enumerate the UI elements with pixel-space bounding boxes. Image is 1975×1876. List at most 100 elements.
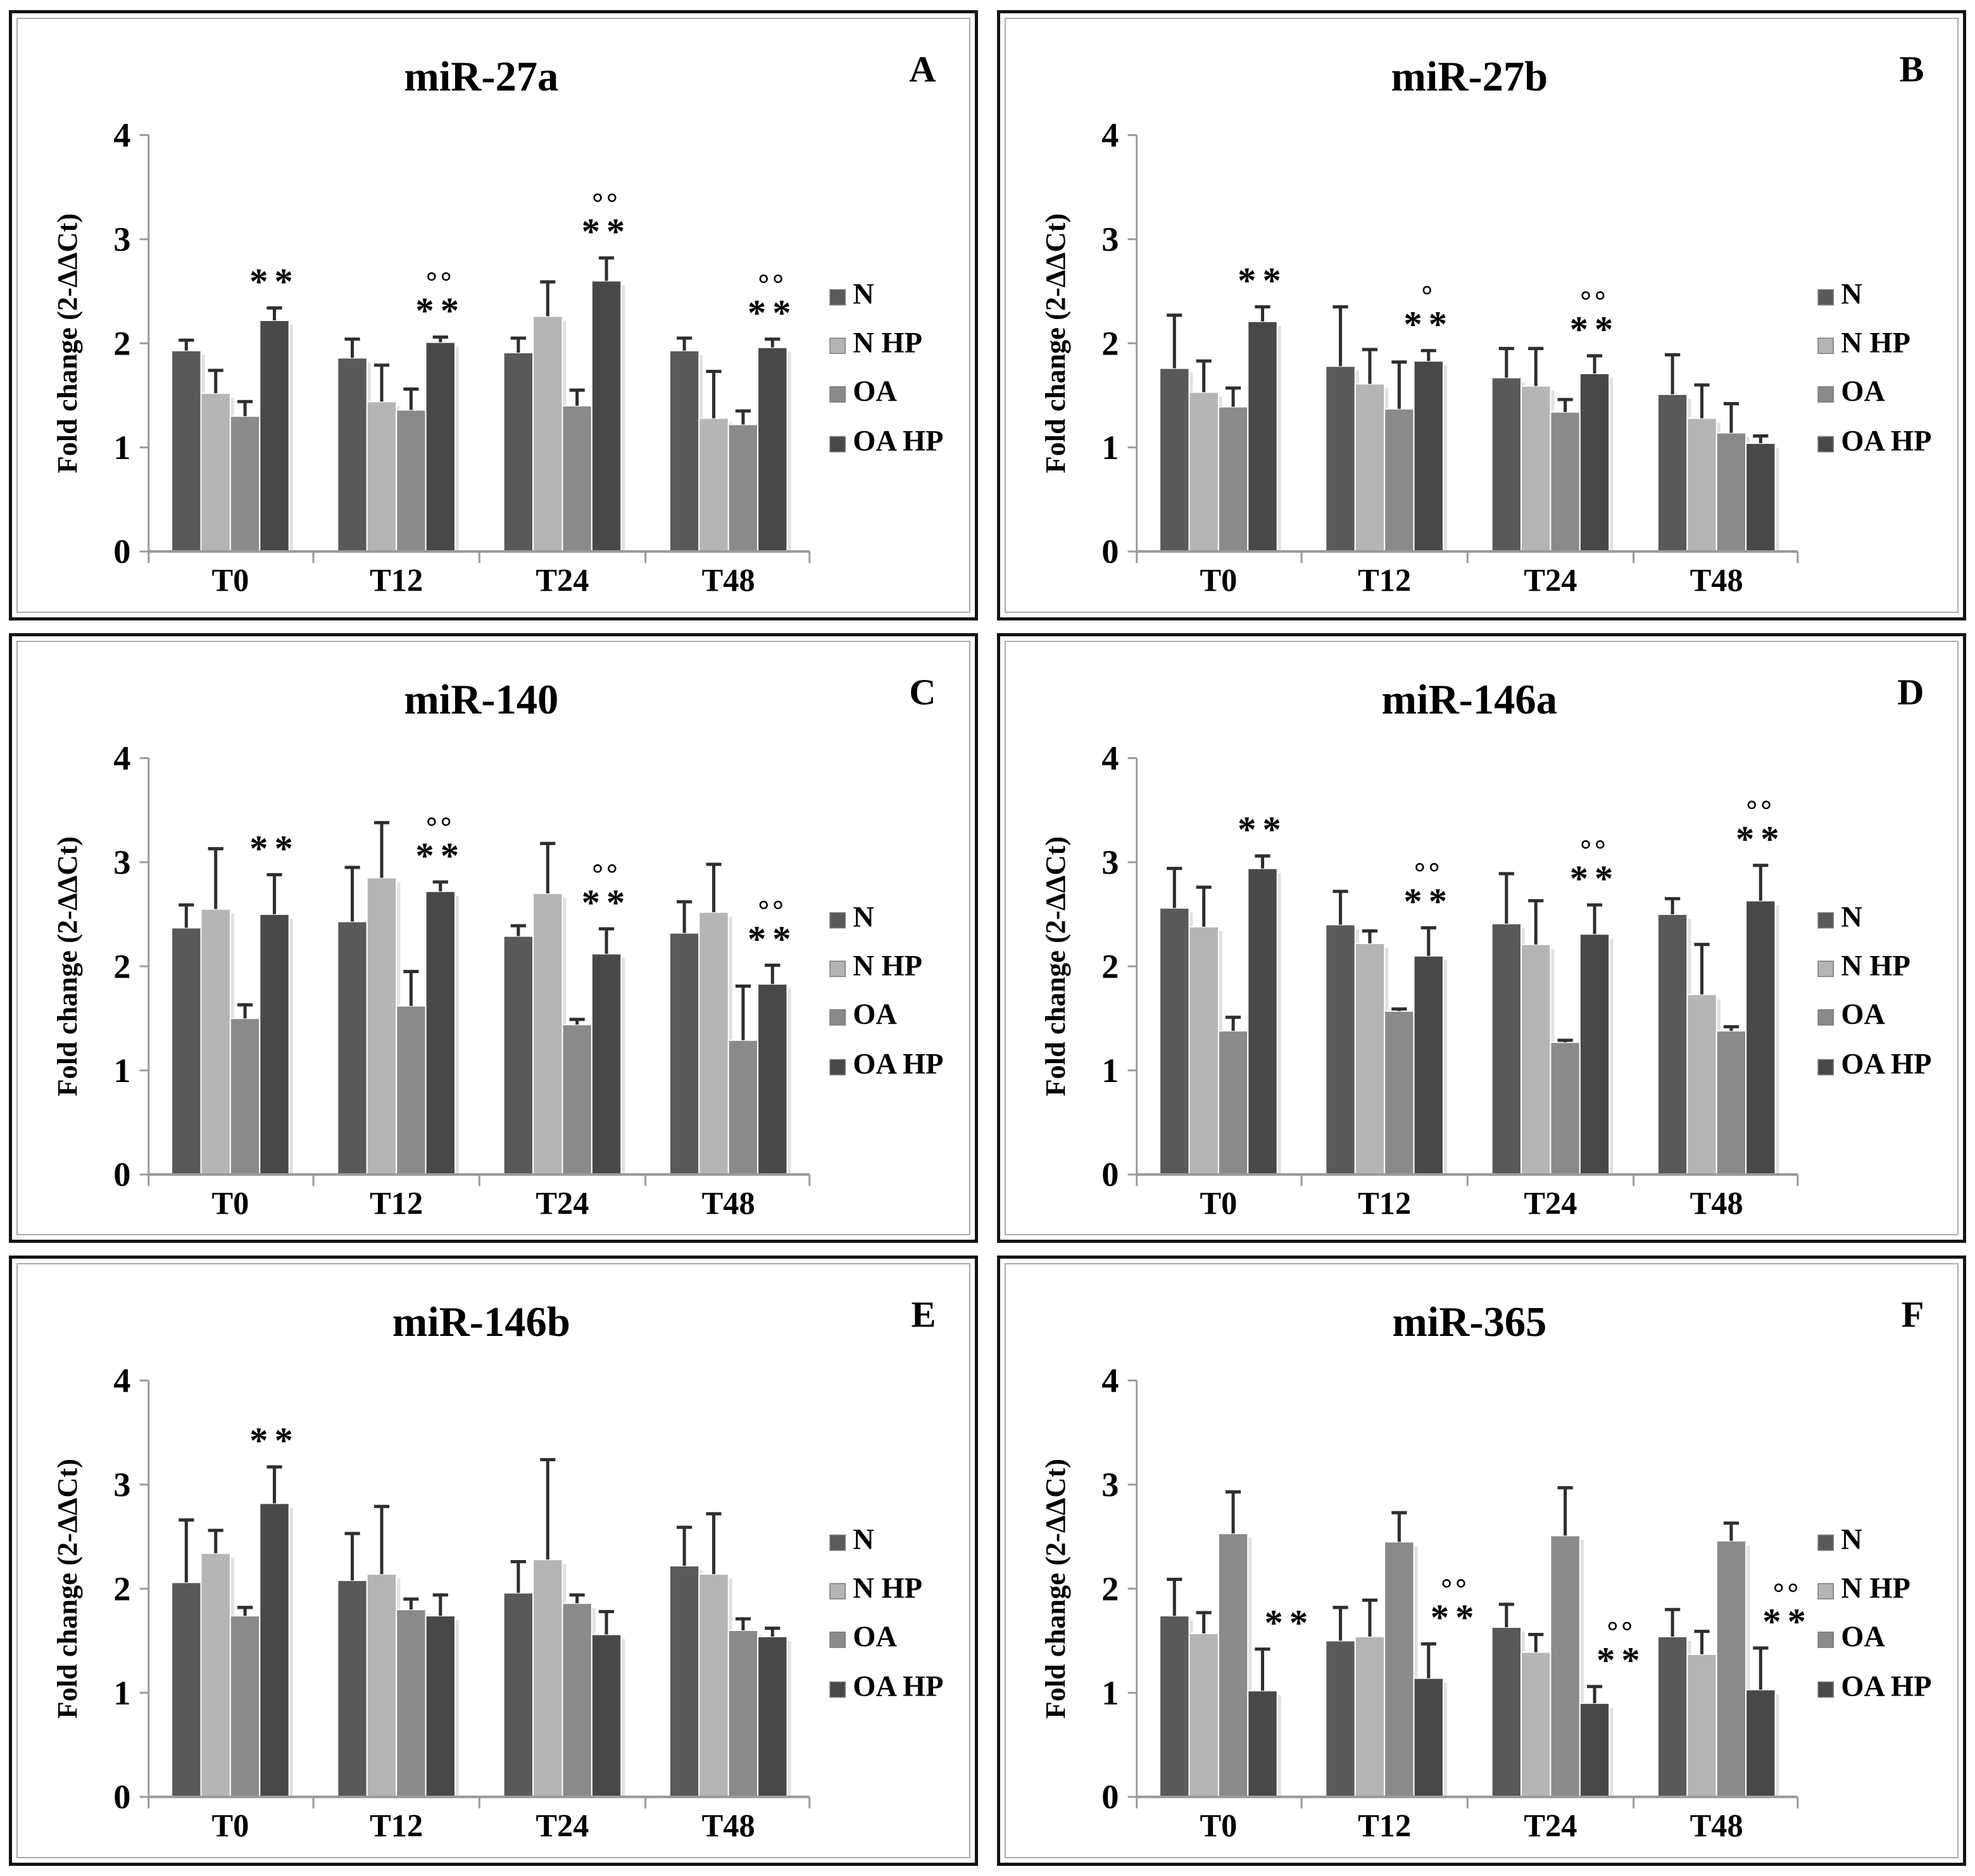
sig-circles: °° [426,266,455,298]
sig-stars: ** [1596,1640,1646,1681]
x-tick-label: T48 [1690,1808,1743,1844]
sig-stars: ** [748,292,798,333]
panel-background [1006,644,1957,1232]
legend-item: OA HP [1817,1048,1931,1080]
bar-NHP-T0 [200,393,231,553]
legend-item: OA HP [829,1048,943,1080]
bar-N-T24 [503,935,534,1175]
x-tick-label: T24 [536,1185,589,1221]
panel-background [1006,1267,1957,1855]
y-tick-label: 2 [1101,1570,1119,1608]
bar-NHP-T0 [200,1552,231,1798]
x-tick-label: T48 [702,563,755,598]
bar-OAHP-T48 [1745,900,1776,1175]
y-tick-label: 1 [113,428,130,467]
sig-stars: ** [1265,1602,1315,1644]
bar-NHP-T12 [1354,942,1386,1175]
legend-swatch [829,1632,846,1649]
x-tick-label: T12 [1358,1808,1411,1844]
bar-OA-T12 [396,409,427,553]
legend-swatch [829,912,846,929]
legend-swatch [829,1059,846,1076]
y-tick-label: 4 [1101,116,1119,154]
bar-N-T48 [1657,1636,1688,1798]
sig-stars: ** [1403,304,1453,345]
legend-label: OA HP [1841,1048,1931,1080]
panel-D-frame: miR-146a D Fold change (2-ΔΔCt) 0 1 2 3 4 ** ** °°… [1005,640,1959,1236]
y-tick-label: 1 [113,1673,130,1712]
bar-OA-T48 [727,1039,759,1175]
sig-circles: °° [1441,1573,1470,1604]
bar-OA-T0 [1217,1533,1249,1798]
legend-label: N [853,1524,874,1556]
legend-item: N HP [829,950,922,982]
bar-N-T12 [337,357,368,553]
panel-title: miR-27a [404,54,558,100]
bar-NHP-T48 [1686,993,1717,1175]
bar-N-T12 [1325,924,1356,1175]
y-tick-label: 4 [113,738,130,777]
bars-group [171,1458,791,1798]
bar-OA-T24 [1550,1041,1581,1175]
bar-OA-T0 [229,1615,261,1798]
bar-N-T24 [503,352,534,553]
legend-label: N [1841,1524,1862,1556]
bar-OA-T24 [561,405,592,553]
legend-swatch [1817,436,1834,453]
bar-NHP-T12 [366,401,398,553]
y-tick-label: 1 [1101,428,1119,467]
sig-circles: °° [758,894,787,926]
chart-panel-E: miR-146b E Fold change (2-ΔΔCt) 0 1 2 3 4 ** T0 T1… [18,1267,969,1855]
bar-OAHP-T12 [425,890,456,1175]
bar-OA-T24 [1550,1535,1581,1798]
bar-OA-T12 [1384,408,1415,553]
legend-label: N HP [853,1573,922,1605]
y-tick-label: 4 [1101,1361,1119,1400]
bar-NHP-T24 [532,1559,563,1798]
sig-stars: ** [249,261,299,302]
legend-label: N HP [1841,950,1910,982]
legend-label: OA [1841,375,1885,408]
panel-A-frame: miR-27a A Fold change (2-ΔΔCt) 0 1 2 3 4 ** ** °° *… [16,18,970,613]
bar-NHP-T12 [366,1573,398,1798]
bar-NHP-T0 [1188,926,1219,1175]
bar-NHP-T24 [532,315,563,553]
legend-item: N [829,1524,874,1556]
y-tick-label: 2 [113,947,130,985]
panel-letter: E [912,1294,936,1335]
bars-group [1159,305,1779,553]
sig-stars: ** [1238,260,1288,301]
x-tick-label: T12 [370,563,423,598]
panel-title: miR-146b [392,1299,570,1345]
legend-label: OA [853,375,897,408]
bar-OA-T12 [1384,1541,1415,1798]
sig-circles: °° [1773,1577,1802,1609]
bar-OA-T48 [1715,1029,1747,1175]
bar-OA-T12 [396,1005,427,1175]
sig-stars: ** [1570,309,1620,350]
x-tick-label: T0 [1200,1185,1237,1221]
legend-swatch [1817,1059,1834,1076]
bar-OAHP-T12 [425,341,456,553]
legend-item: N HP [1817,1573,1910,1605]
y-tick-label: 2 [1101,947,1119,985]
x-tick-label: T0 [211,1185,249,1221]
legend: N N HP OA OA HP [1817,901,1931,1080]
bar-NHP-T24 [1520,1651,1552,1798]
sig-stars: ** [415,835,465,876]
bar-N-T48 [668,1565,700,1798]
bar-OAHP-T24 [591,953,622,1175]
bar-OAHP-T24 [591,1634,622,1798]
y-tick-label: 4 [113,116,130,154]
bar-OAHP-T0 [259,913,290,1175]
legend-label: OA [1841,1621,1885,1653]
legend-swatch [829,1682,846,1698]
legend-label: OA HP [1841,425,1931,458]
y-tick-label: 3 [113,1465,130,1504]
legend-label: N [853,901,874,933]
sig-circles: °° [1746,794,1776,826]
